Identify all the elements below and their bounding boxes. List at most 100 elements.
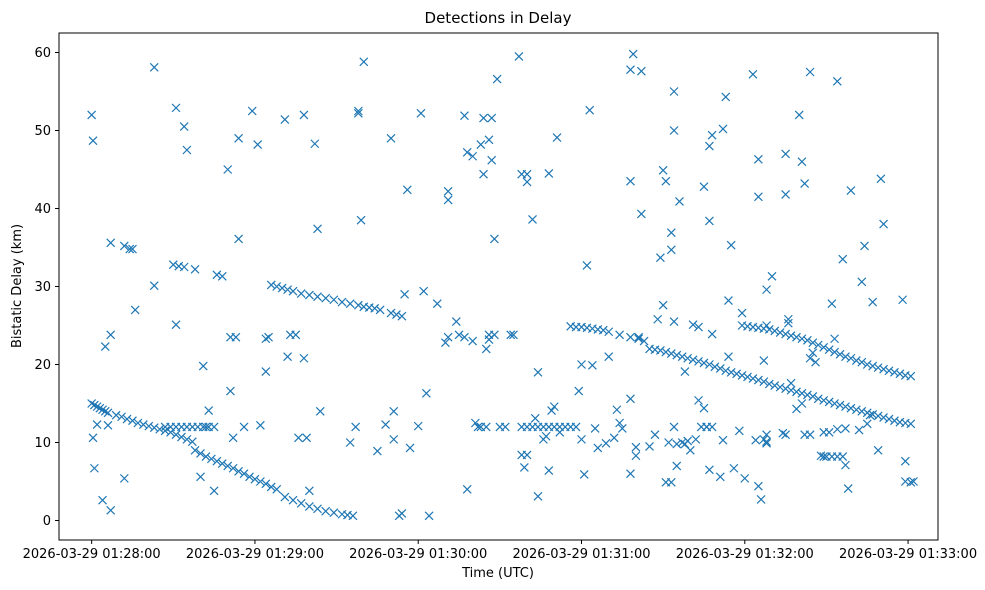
data-point bbox=[533, 491, 543, 501]
data-point bbox=[313, 224, 322, 234]
data-point bbox=[386, 308, 396, 318]
data-point bbox=[182, 145, 192, 155]
data-point bbox=[489, 234, 499, 244]
data-point bbox=[264, 332, 273, 342]
data-point bbox=[854, 425, 864, 435]
data-point bbox=[468, 336, 478, 346]
data-point bbox=[604, 327, 614, 337]
data-point bbox=[626, 469, 635, 479]
data-point bbox=[103, 408, 113, 418]
data-point bbox=[704, 360, 714, 369]
data-point bbox=[223, 165, 233, 174]
data-point bbox=[669, 422, 679, 432]
data-point bbox=[209, 486, 219, 496]
data-point bbox=[353, 106, 363, 116]
data-point bbox=[160, 426, 170, 436]
data-point bbox=[666, 228, 676, 238]
data-point bbox=[356, 215, 366, 225]
data-point bbox=[375, 305, 385, 315]
data-point bbox=[824, 397, 834, 407]
data-point bbox=[372, 446, 382, 456]
data-point bbox=[819, 395, 829, 405]
data-point bbox=[764, 324, 774, 334]
data-point bbox=[98, 495, 107, 505]
data-point bbox=[204, 406, 214, 415]
data-point bbox=[753, 154, 763, 164]
data-point bbox=[198, 361, 208, 371]
x-tick-label: 2026-03-29 01:30:00 bbox=[349, 547, 487, 562]
data-point bbox=[898, 295, 908, 305]
data-point bbox=[715, 363, 725, 373]
data-point bbox=[895, 369, 905, 379]
data-point bbox=[468, 151, 478, 161]
data-point bbox=[87, 399, 97, 408]
data-point bbox=[250, 474, 260, 484]
data-point bbox=[253, 140, 263, 149]
data-point bbox=[296, 289, 306, 298]
data-point bbox=[669, 87, 679, 96]
y-tick-label: 50 bbox=[34, 124, 51, 139]
data-point bbox=[835, 349, 845, 359]
data-point bbox=[857, 277, 867, 287]
data-point bbox=[310, 139, 320, 149]
data-point bbox=[555, 427, 565, 437]
data-point bbox=[171, 103, 181, 113]
data-point bbox=[781, 430, 791, 440]
data-point bbox=[688, 320, 698, 330]
data-point bbox=[639, 336, 649, 346]
data-point bbox=[190, 264, 200, 274]
data-point bbox=[451, 317, 461, 327]
data-point bbox=[661, 347, 671, 357]
data-point bbox=[604, 352, 614, 362]
data-point bbox=[873, 445, 883, 455]
data-point bbox=[879, 364, 888, 374]
data-point bbox=[707, 329, 717, 339]
data-point bbox=[841, 402, 850, 412]
data-point bbox=[95, 403, 105, 413]
data-point bbox=[541, 431, 551, 441]
y-axis-label: Bistatic Delay (km) bbox=[10, 224, 25, 348]
data-point bbox=[786, 331, 796, 341]
data-point bbox=[522, 450, 532, 460]
data-point bbox=[234, 133, 244, 143]
data-point bbox=[100, 342, 110, 351]
data-point bbox=[672, 439, 682, 449]
data-point bbox=[217, 271, 227, 281]
data-point bbox=[775, 382, 785, 392]
data-point bbox=[138, 420, 148, 429]
data-point bbox=[272, 282, 282, 291]
data-point bbox=[724, 296, 733, 305]
data-point bbox=[353, 108, 363, 118]
data-point bbox=[669, 317, 679, 327]
data-point bbox=[631, 451, 641, 461]
data-point bbox=[691, 434, 701, 444]
data-point bbox=[830, 347, 840, 357]
data-point bbox=[906, 419, 916, 429]
data-point bbox=[402, 185, 412, 195]
data-point bbox=[590, 424, 600, 433]
data-point bbox=[824, 427, 834, 437]
data-point bbox=[770, 381, 780, 390]
x-tick-label: 2026-03-29 01:28:00 bbox=[23, 547, 161, 562]
data-point bbox=[626, 65, 635, 75]
data-point bbox=[683, 353, 693, 363]
y-tick-label: 40 bbox=[34, 202, 51, 217]
data-point bbox=[234, 234, 244, 244]
data-point bbox=[753, 375, 763, 385]
data-point bbox=[781, 149, 791, 159]
data-point bbox=[587, 360, 597, 370]
data-point bbox=[370, 303, 380, 313]
data-point bbox=[729, 463, 739, 473]
data-point bbox=[778, 428, 788, 438]
data-point bbox=[658, 165, 668, 175]
x-axis: 2026-03-29 01:28:00 2026-03-29 01:29:00 20… bbox=[23, 540, 977, 562]
data-point bbox=[734, 426, 744, 436]
data-point bbox=[228, 433, 238, 443]
x-tick-label: 2026-03-29 01:33:00 bbox=[839, 547, 977, 562]
data-point bbox=[283, 285, 293, 295]
data-point bbox=[666, 245, 676, 255]
data-point bbox=[699, 182, 709, 192]
data-point bbox=[797, 399, 807, 408]
data-point bbox=[634, 334, 644, 344]
data-point bbox=[677, 438, 687, 447]
